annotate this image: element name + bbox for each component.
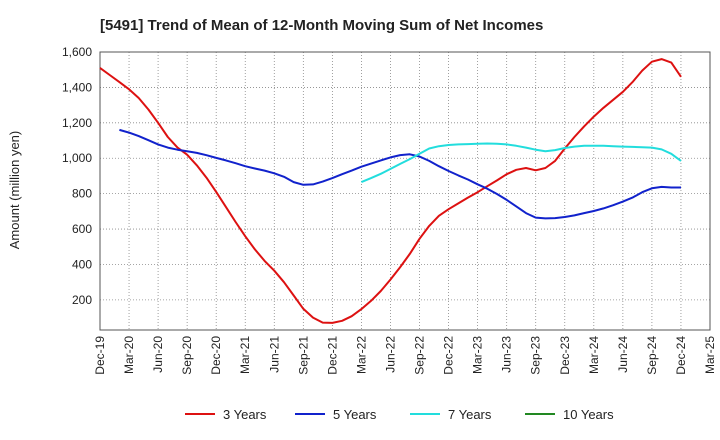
- legend-label: 10 Years: [563, 407, 614, 422]
- x-tick-label: Jun-23: [500, 336, 514, 373]
- x-tick-label: Mar-25: [703, 336, 717, 374]
- legend-label: 7 Years: [448, 407, 492, 422]
- x-tick-label: Jun-22: [383, 336, 397, 373]
- grid: [99, 51, 711, 330]
- x-tick-label: Sep-20: [180, 336, 194, 375]
- y-tick-label: 1,200: [62, 116, 92, 130]
- x-tick-label: Mar-23: [471, 336, 485, 374]
- y-tick-label: 1,000: [62, 151, 92, 165]
- y-axis-label: Amount (million yen): [7, 131, 22, 250]
- plot-frame: [99, 51, 711, 331]
- legend-label: 5 Years: [333, 407, 377, 422]
- x-tick-label: Mar-22: [354, 336, 368, 374]
- y-tick-label: 200: [72, 293, 92, 307]
- x-tick-label: Jun-20: [151, 336, 165, 373]
- x-tick-label: Dec-21: [325, 336, 339, 375]
- x-tick-label: Mar-20: [122, 336, 136, 374]
- y-tick-label: 800: [72, 187, 92, 201]
- series-line-7-years: [361, 142, 682, 184]
- x-tick-label: Dec-22: [442, 336, 456, 375]
- x-tick-label: Dec-23: [558, 336, 572, 375]
- series-lines: [99, 58, 682, 324]
- chart-title: [5491] Trend of Mean of 12-Month Moving …: [100, 17, 543, 34]
- x-tick-label: Jun-24: [616, 336, 630, 373]
- x-tick-label: Dec-19: [93, 336, 107, 375]
- x-tick-label: Dec-24: [674, 336, 688, 375]
- x-tick-label: Mar-24: [587, 336, 601, 374]
- x-axis: Dec-19 Mar-20 Jun-20 Sep-20 Dec-20 Mar-21 Jun-…: [93, 336, 717, 375]
- x-tick-label: Sep-23: [529, 336, 543, 375]
- series-line-5-years: [119, 128, 681, 220]
- y-tick-label: 600: [72, 222, 92, 236]
- y-tick-label: 400: [72, 257, 92, 271]
- x-tick-label: Sep-22: [413, 336, 427, 375]
- series-line-3-years: [99, 58, 682, 324]
- x-tick-label: Dec-20: [209, 336, 223, 375]
- x-tick-label: Sep-24: [645, 336, 659, 375]
- y-axis: 200 400 600 800 1,000 1,200 1,400 1,600: [62, 45, 92, 307]
- y-tick-label: 1,600: [62, 45, 92, 59]
- y-tick-label: 1,400: [62, 80, 92, 94]
- x-tick-label: Sep-21: [296, 336, 310, 375]
- legend-label: 3 Years: [223, 407, 267, 422]
- legend: 3 Years 5 Years 7 Years 10 Years: [185, 407, 614, 422]
- x-tick-label: Jun-21: [267, 336, 281, 373]
- x-tick-label: Mar-21: [238, 336, 252, 374]
